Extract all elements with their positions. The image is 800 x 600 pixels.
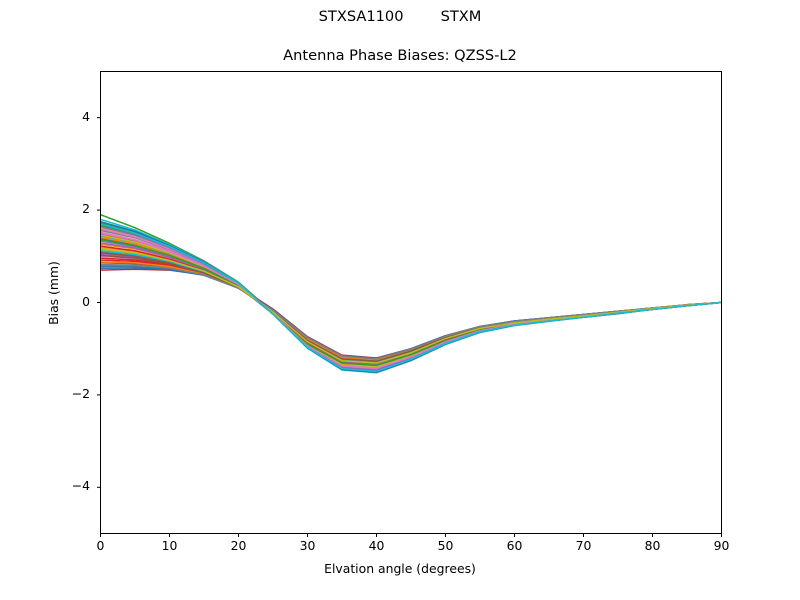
series-line: sat-16 bbox=[100, 233, 722, 369]
series-line: sat-03 bbox=[100, 213, 722, 369]
y-tick-label: −2 bbox=[71, 385, 90, 401]
series-line: sat-40 bbox=[100, 223, 722, 373]
series-line: sat-38 bbox=[100, 264, 722, 360]
chart-title: Antenna Phase Biases: QZSS-L2 bbox=[283, 47, 517, 64]
series-group: sat-01sat-02sat-03sat-04sat-05sat-06sat-… bbox=[100, 213, 722, 374]
y-tick-label: 2 bbox=[82, 201, 90, 217]
series-line: sat-04 bbox=[100, 268, 722, 359]
x-axis-label: Elvation angle (degrees) bbox=[324, 561, 476, 576]
series-line: sat-39 bbox=[100, 247, 722, 364]
series-line: sat-37 bbox=[100, 232, 722, 369]
y-axis-label: Bias (mm) bbox=[46, 261, 61, 325]
axes-frame bbox=[100, 71, 722, 534]
x-tick-label: 60 bbox=[506, 538, 523, 553]
figure-suptitle: STXSA1100 STXM bbox=[318, 8, 482, 25]
x-tick-label: 10 bbox=[161, 538, 178, 553]
series-line: sat-29 bbox=[100, 234, 722, 368]
x-tick-label: 0 bbox=[96, 538, 105, 553]
series-line: sat-07 bbox=[100, 231, 722, 368]
series-line: sat-21 bbox=[100, 267, 722, 360]
tick-marks bbox=[97, 117, 722, 537]
y-tick-label: 0 bbox=[82, 293, 90, 309]
x-tick-label: 50 bbox=[437, 538, 454, 553]
x-tick-label: 40 bbox=[368, 538, 385, 553]
x-tick-label: 20 bbox=[230, 538, 247, 553]
x-tick-label: 80 bbox=[644, 538, 661, 553]
x-tick-label: 90 bbox=[713, 538, 730, 553]
series-line: sat-09 bbox=[100, 226, 722, 368]
x-tick-label: 70 bbox=[575, 538, 592, 553]
y-tick-label: −4 bbox=[71, 478, 90, 494]
y-tick-label: 4 bbox=[82, 108, 90, 124]
x-tick-label: 30 bbox=[299, 538, 316, 553]
